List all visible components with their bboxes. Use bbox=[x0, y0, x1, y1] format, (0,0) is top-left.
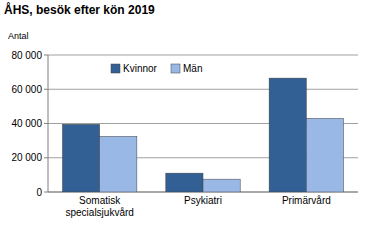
bars bbox=[62, 78, 343, 192]
x-tick-label: Primärvård bbox=[282, 195, 331, 206]
bar bbox=[306, 118, 343, 192]
x-tick-label-line: Primärvård bbox=[282, 195, 331, 206]
legend-label: Män bbox=[183, 63, 202, 74]
grid-line bbox=[48, 55, 358, 56]
x-tick-label-line: specialsjukvård bbox=[65, 207, 133, 218]
bar bbox=[100, 136, 137, 192]
grid-line bbox=[48, 89, 358, 90]
tick-mark bbox=[44, 55, 48, 56]
tick-mark bbox=[44, 89, 48, 90]
y-tick-label: 60 000 bbox=[11, 84, 42, 95]
chart: ÅHS, besök efter kön 2019 Antal 0 20 000 40 … bbox=[0, 0, 369, 232]
tick-mark bbox=[44, 192, 48, 193]
legend-swatch bbox=[111, 64, 120, 73]
y-tick-label: 80 000 bbox=[11, 50, 42, 61]
y-axis-label: Antal bbox=[8, 31, 29, 41]
x-tick-label-line: Psykiatri bbox=[184, 195, 222, 206]
legend-label: Kvinnor bbox=[123, 63, 158, 74]
bar bbox=[62, 124, 99, 192]
bar bbox=[269, 78, 306, 192]
y-tick-label: 0 bbox=[36, 187, 42, 198]
bar bbox=[166, 173, 203, 192]
bar bbox=[203, 179, 240, 192]
x-tick-label: Psykiatri bbox=[184, 195, 222, 206]
y-tick-label: 40 000 bbox=[11, 118, 42, 129]
legend-swatch bbox=[171, 64, 180, 73]
tick-mark bbox=[44, 123, 48, 124]
x-tick-label: Somatiskspecialsjukvård bbox=[65, 195, 133, 218]
title: ÅHS, besök efter kön 2019 bbox=[4, 2, 155, 17]
y-axis bbox=[48, 55, 49, 192]
tick-mark bbox=[44, 157, 48, 158]
y-tick-label: 20 000 bbox=[11, 152, 42, 163]
x-tick-label-line: Somatisk bbox=[79, 195, 121, 206]
